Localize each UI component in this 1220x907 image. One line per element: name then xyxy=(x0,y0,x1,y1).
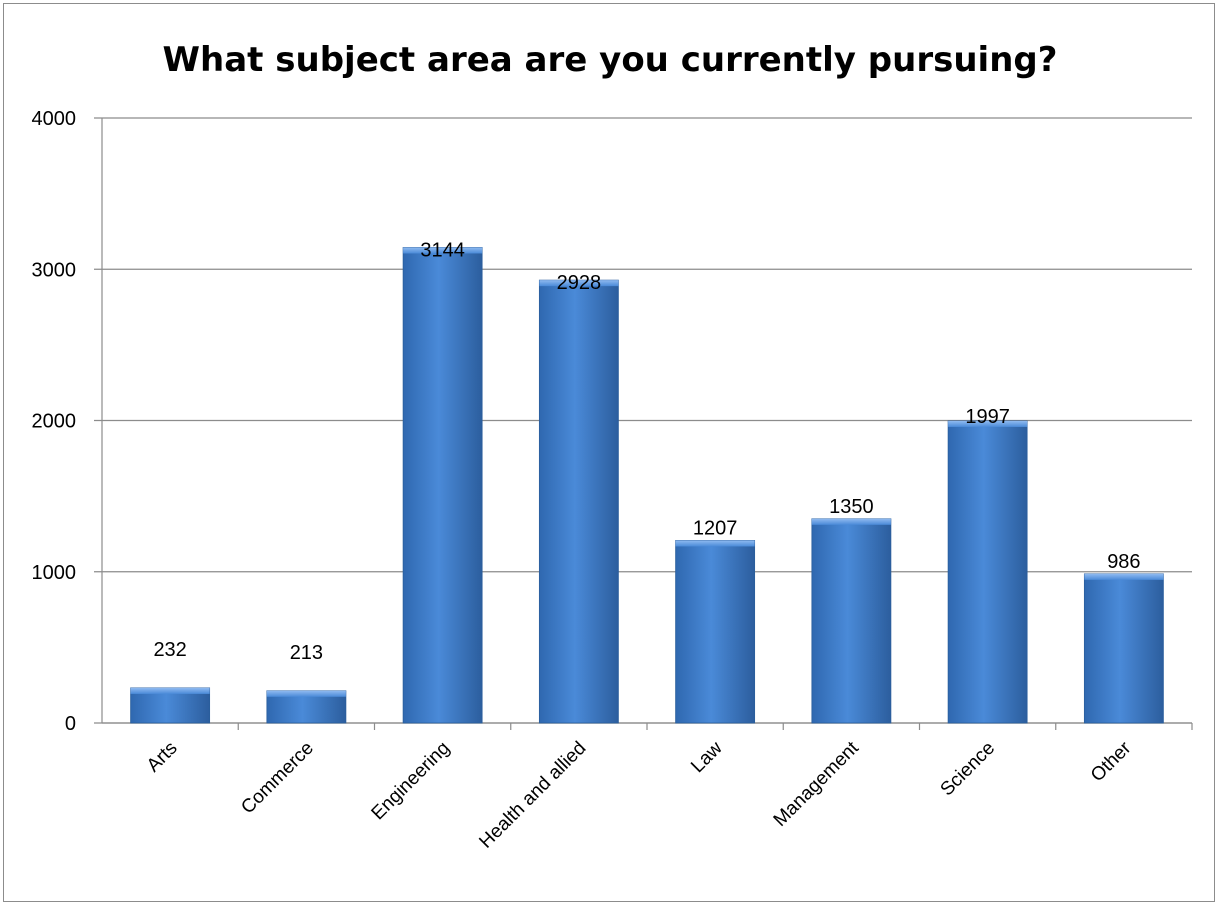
bar-body xyxy=(947,420,1028,724)
bar xyxy=(402,247,483,724)
bar xyxy=(675,540,756,724)
bar-body xyxy=(811,518,892,724)
x-tick-label: Management xyxy=(770,737,864,831)
bar xyxy=(538,279,619,724)
y-tick-label: 1000 xyxy=(32,562,77,584)
bar-top-highlight xyxy=(266,690,346,697)
chart-title: What subject area are you currently purs… xyxy=(162,40,1058,80)
bar-top-highlight xyxy=(1084,573,1164,580)
data-label: 1350 xyxy=(829,496,874,518)
data-label: 1207 xyxy=(693,517,738,539)
x-tick-label: Law xyxy=(687,737,727,777)
x-tick-label: Science xyxy=(937,738,1000,801)
x-tick-label: Engineering xyxy=(368,738,455,825)
data-label: 1997 xyxy=(965,406,1010,428)
y-tick-label: 3000 xyxy=(32,259,77,281)
bar-body xyxy=(402,247,483,724)
data-label: 232 xyxy=(153,639,186,661)
y-tick-label: 2000 xyxy=(32,411,77,433)
bar-top-highlight xyxy=(811,518,891,525)
bar-top-highlight xyxy=(130,687,210,694)
bar-top-highlight xyxy=(948,420,1028,427)
bar xyxy=(1083,573,1164,724)
bar xyxy=(130,687,211,724)
bar-top-highlight xyxy=(539,280,619,287)
x-tick-label: Other xyxy=(1087,737,1136,786)
y-tick-label: 0 xyxy=(65,713,76,735)
y-tick-label: 4000 xyxy=(32,108,77,130)
bar xyxy=(266,690,347,724)
data-label: 3144 xyxy=(420,239,465,261)
x-tick-label: Commerce xyxy=(237,738,318,819)
x-tick-label: Health and allied xyxy=(475,738,590,853)
bar-body xyxy=(1083,573,1164,724)
x-tick-label: Arts xyxy=(143,738,182,777)
data-label: 986 xyxy=(1107,551,1140,573)
bar xyxy=(811,518,892,724)
bar-body xyxy=(675,540,756,724)
data-label: 213 xyxy=(290,642,323,664)
data-label: 2928 xyxy=(557,272,602,294)
bar-top-highlight xyxy=(403,247,483,254)
bar-body xyxy=(538,279,619,724)
bar-top-highlight xyxy=(675,540,755,547)
bar xyxy=(947,420,1028,724)
